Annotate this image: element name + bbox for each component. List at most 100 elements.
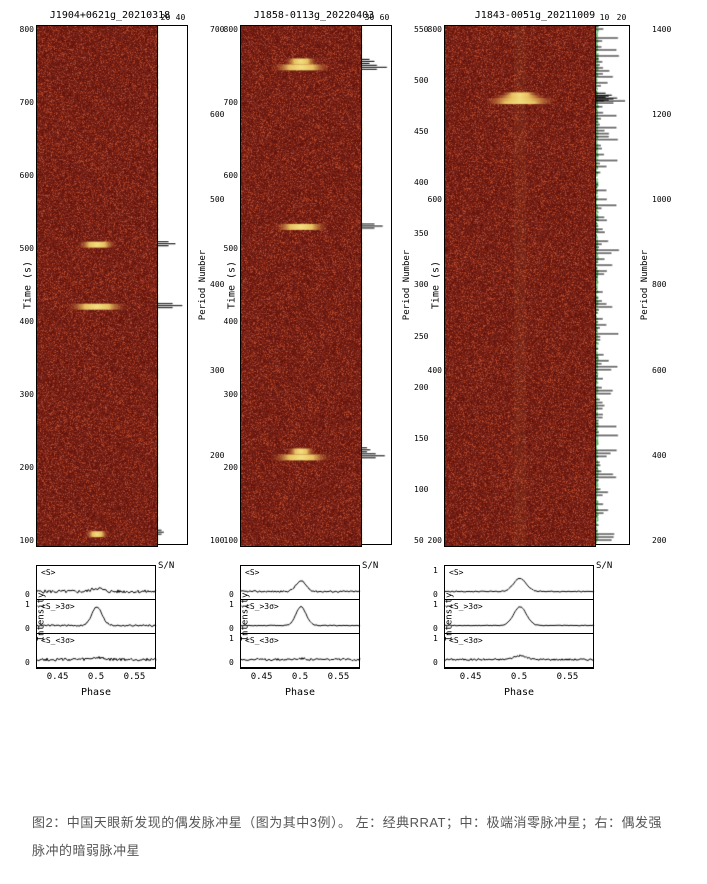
sn-axis-region: 2040S/N100200300400500600700Period Numbe… <box>158 25 208 545</box>
intensity-label: Intensity <box>36 593 46 642</box>
period-tick: 1200 <box>652 110 668 119</box>
profile-subplot: <S_<3σ>0 <box>37 634 155 668</box>
subplot-ytick: 1 <box>433 600 438 609</box>
profile-subplot: <S_>3σ>01 <box>37 600 155 634</box>
time-label: Time (s) <box>227 261 238 309</box>
subplot-ytick: 0 <box>229 624 234 633</box>
period-tick: 600 <box>652 366 668 375</box>
time-tick: 500 <box>20 244 34 253</box>
sn-tick: 20 <box>161 13 171 557</box>
sn-tick: 30 <box>365 13 375 557</box>
period-ticks: 200 400 600 800 1000 1200 1400 <box>652 25 668 545</box>
upper-region: 200 400 600 800 Time (s) 1020S/N2004006008001… <box>420 25 650 547</box>
subplot-ytick: 1 <box>229 634 234 643</box>
profile-subplot: <S_>3σ>01 <box>445 600 593 634</box>
sn-axis-region: 3060S/N50100150200250300350400450500550P… <box>362 25 412 545</box>
period-tick: 800 <box>652 280 668 289</box>
subplot-ytick: 1 <box>229 600 234 609</box>
profile-subplot: <S_<3σ>01 <box>445 634 593 668</box>
time-tick: 600 <box>428 195 442 204</box>
time-tick: 800 <box>20 25 34 34</box>
heatmap <box>36 25 158 547</box>
time-tick: 700 <box>20 98 34 107</box>
profile-subplot: <S_>3σ>01 <box>241 600 359 634</box>
phase-tick: 0.45 <box>460 672 482 682</box>
time-tick: 200 <box>428 536 442 545</box>
sn-label: S/N <box>158 561 188 571</box>
phase-label: Phase <box>81 687 111 698</box>
subplot-label: <S> <box>449 568 463 577</box>
phase-tick: 0.55 <box>328 672 350 682</box>
phase-tick: 0.55 <box>124 672 146 682</box>
profile-panels: <S>0<S_>3σ>01<S_<3σ>0Intensity0.450.50.5… <box>36 565 156 669</box>
time-tick: 600 <box>20 171 34 180</box>
time-tick: 200 <box>224 463 238 472</box>
sn-tick: 40 <box>176 13 186 557</box>
time-tick: 700 <box>224 98 238 107</box>
time-tick: 100 <box>20 536 34 545</box>
period-label: Period Number <box>402 250 412 320</box>
subplot-ytick: 0 <box>229 590 234 599</box>
subplot-ytick: 0 <box>25 658 30 667</box>
period-label: Period Number <box>640 250 650 320</box>
phase-label: Phase <box>504 687 534 698</box>
time-axis: 100200300400500600700800Time (s) <box>12 25 36 545</box>
time-axis: 100 200 300 400 500 600 700 800 Time (s) <box>216 25 240 545</box>
subplot-label: <S> <box>41 568 55 577</box>
time-axis: 200 400 600 800 Time (s) <box>420 25 444 545</box>
profile-panels: <S>0<S_>3σ>01<S_<3σ>01Intensity0.450.50.… <box>240 565 360 669</box>
phase-tick: 0.5 <box>511 672 527 682</box>
sn-label: S/N <box>362 561 392 571</box>
panels-row: J1904+0621g_2021031810020030040050060070… <box>0 0 707 669</box>
phase-label: Phase <box>285 687 315 698</box>
time-tick: 400 <box>20 317 34 326</box>
time-tick: 600 <box>224 171 238 180</box>
profile-subplot: <S>01 <box>445 566 593 600</box>
time-tick: 800 <box>224 25 238 34</box>
panel-right: J1843-0051g_20211009200400600800Time (s)… <box>420 10 650 669</box>
phase-tick: 0.45 <box>251 672 273 682</box>
profile-subplot: <S_<3σ>01 <box>241 634 359 668</box>
time-tick: 100 <box>224 536 238 545</box>
subplot-ytick: 1 <box>433 566 438 575</box>
sn-tick: 20 <box>617 13 627 557</box>
subplot-ytick: 1 <box>433 634 438 643</box>
period-tick: 1400 <box>652 25 668 34</box>
figure-caption: 图2：中国天眼新发现的偶发脉冲星（图为其中3例）。 左：经典RRAT；中：极端消… <box>32 809 675 866</box>
time-tick: 400 <box>224 317 238 326</box>
phase-tick: 0.5 <box>292 672 308 682</box>
sn-axis-region: 1020S/N200400600800100012001400Period Nu… <box>596 25 650 545</box>
subplot-ytick: 0 <box>433 590 438 599</box>
subplot-label: <S> <box>245 568 259 577</box>
phase-tick: 0.5 <box>88 672 104 682</box>
time-tick: 500 <box>224 244 238 253</box>
sn-tick: 10 <box>600 13 610 557</box>
profile-panels: <S>01<S_>3σ>01<S_<3σ>01Intensity0.450.50… <box>444 565 594 669</box>
panel-mid: J1858-0113g_2022040310020030040050060070… <box>216 10 412 669</box>
subplot-ytick: 0 <box>433 624 438 633</box>
time-tick: 400 <box>428 366 442 375</box>
panel-left: J1904+0621g_2021031810020030040050060070… <box>12 10 208 669</box>
intensity-label: Intensity <box>240 593 250 642</box>
time-tick: 300 <box>224 390 238 399</box>
upper-region: 100 200 300 400 500 600 700 800 Time (s) 3060S/N5… <box>216 25 412 547</box>
subplot-ytick: 0 <box>229 658 234 667</box>
profile-subplot: <S>0 <box>37 566 155 600</box>
profile-subplot: <S>0 <box>241 566 359 600</box>
period-tick: 400 <box>652 451 668 460</box>
period-tick: 1000 <box>652 195 668 204</box>
phase-tick: 0.45 <box>47 672 69 682</box>
time-label: Time (s) <box>431 261 442 309</box>
heatmap <box>240 25 362 547</box>
heatmap <box>444 25 596 547</box>
subplot-ytick: 0 <box>433 658 438 667</box>
profile-canvas <box>445 566 595 600</box>
sn-label: S/N <box>596 561 630 571</box>
subplot-ytick: 1 <box>25 600 30 609</box>
subplot-ytick: 0 <box>25 590 30 599</box>
time-tick: 200 <box>20 463 34 472</box>
time-tick: 800 <box>428 25 442 34</box>
time-tick: 300 <box>20 390 34 399</box>
period-tick: 200 <box>652 536 668 545</box>
intensity-label: Intensity <box>444 593 454 642</box>
